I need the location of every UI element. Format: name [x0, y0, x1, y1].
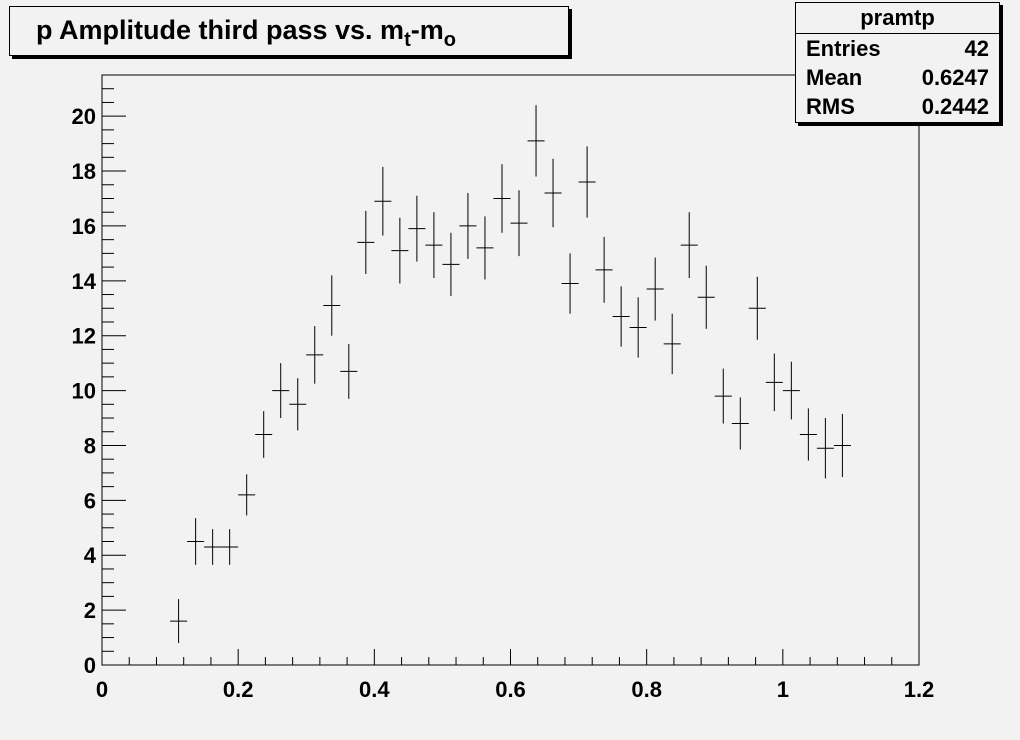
y-tick-label: 12 — [72, 324, 96, 349]
stats-row-mean: Mean 0.6247 — [796, 63, 999, 92]
x-tick-label: 0.6 — [495, 677, 526, 702]
y-tick-label: 6 — [84, 488, 96, 513]
data-point — [663, 313, 681, 375]
data-point — [323, 275, 341, 336]
title-mid: -m — [410, 15, 444, 45]
stats-value: 0.2442 — [921, 94, 989, 119]
data-marks — [170, 105, 851, 644]
chart-title-box: p Amplitude third pass vs. mt-mo — [9, 6, 569, 56]
x-tick-label: 1.2 — [904, 677, 935, 702]
data-point — [765, 353, 783, 412]
data-point — [476, 216, 494, 280]
data-point — [646, 257, 664, 321]
title-prefix: p Amplitude third pass vs. m — [36, 15, 405, 45]
y-tick-label: 20 — [72, 104, 96, 129]
data-point — [748, 276, 766, 340]
data-point — [357, 210, 375, 274]
data-point — [578, 146, 596, 218]
data-point — [833, 413, 851, 478]
data-point — [697, 265, 715, 329]
y-tick-label: 0 — [84, 653, 96, 678]
y-tick-label: 18 — [72, 159, 96, 184]
data-point — [204, 529, 222, 565]
data-point — [527, 105, 545, 177]
stats-title: pramtp — [796, 3, 999, 34]
stats-key: Mean — [806, 65, 863, 90]
stats-value: 0.6247 — [921, 65, 989, 90]
stats-box: pramtp Entries 42 Mean 0.6247 RMS 0.2442 — [795, 2, 1000, 123]
data-point — [289, 378, 307, 431]
data-point — [238, 474, 256, 516]
data-point — [221, 529, 239, 565]
data-point — [306, 326, 324, 384]
data-point — [714, 368, 732, 424]
data-point — [391, 217, 409, 284]
title-subscript-o: o — [443, 29, 456, 51]
data-point — [408, 195, 426, 262]
y-tick-label: 10 — [72, 379, 96, 404]
data-point — [374, 166, 392, 236]
data-point — [595, 236, 613, 303]
data-point — [731, 397, 749, 450]
x-tick-label: 0.4 — [359, 677, 390, 702]
data-point — [561, 253, 579, 314]
data-point — [255, 411, 273, 458]
stats-key: RMS — [806, 94, 855, 119]
data-point — [782, 361, 800, 420]
title-subscript-t: t — [404, 29, 411, 51]
data-point — [340, 343, 358, 399]
chart-title: p Amplitude third pass vs. mt-mo — [36, 15, 456, 52]
x-tick-label: 0 — [96, 677, 108, 702]
y-tick-label: 16 — [72, 214, 96, 239]
y-tick-label: 2 — [84, 598, 96, 623]
y-tick-label: 14 — [72, 269, 97, 294]
data-point — [799, 408, 817, 461]
data-point — [493, 164, 511, 233]
data-point — [680, 212, 698, 279]
data-point — [544, 158, 562, 228]
data-point — [612, 286, 630, 347]
data-point — [187, 518, 205, 565]
data-point — [459, 193, 477, 259]
data-point — [272, 363, 290, 419]
x-tick-label: 1 — [777, 677, 789, 702]
x-tick-label: 0.2 — [223, 677, 254, 702]
data-point — [629, 297, 647, 358]
x-tick-label: 0.8 — [631, 677, 662, 702]
data-point — [170, 599, 188, 644]
stats-row-entries: Entries 42 — [796, 34, 999, 63]
data-point — [510, 190, 528, 257]
plot-frame — [101, 74, 920, 666]
y-tick-label: 4 — [84, 543, 97, 568]
data-point — [425, 212, 443, 279]
stats-row-rms: RMS 0.2442 — [796, 92, 999, 121]
stats-value: 42 — [964, 36, 989, 61]
data-point — [816, 418, 834, 479]
data-point — [442, 232, 460, 296]
axes: 0 0.2 0.4 0.6 0.8 1 1.2 0 2 4 6 8 10 12 14 16 18 20 — [72, 88, 935, 702]
y-tick-label: 8 — [84, 433, 96, 458]
stats-key: Entries — [806, 36, 881, 61]
